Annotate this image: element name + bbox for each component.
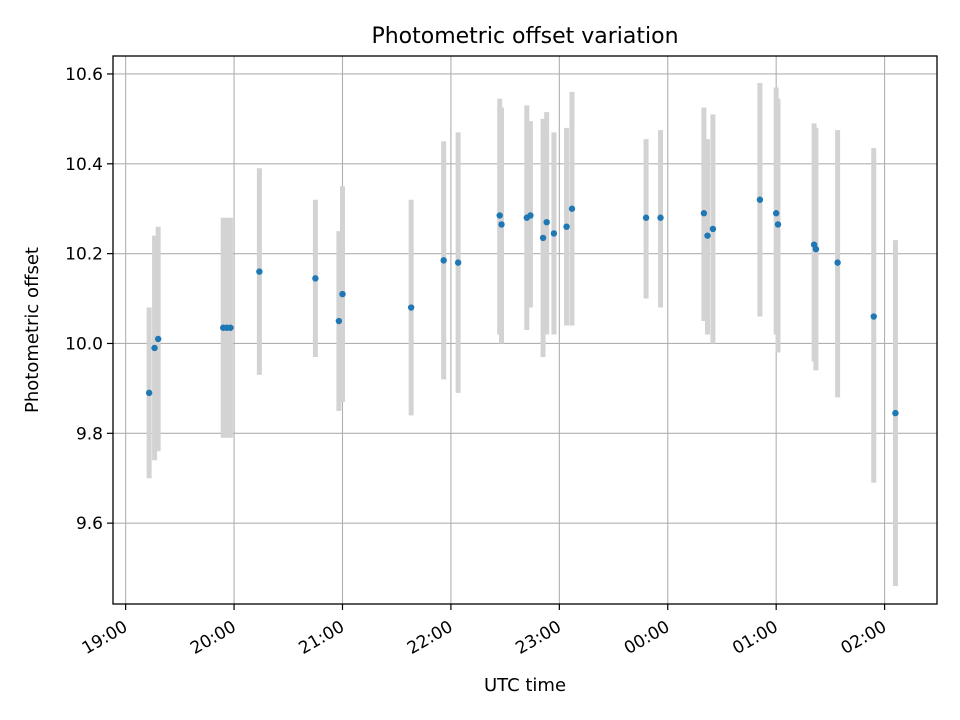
data-point [496, 212, 503, 219]
data-point [145, 389, 153, 397]
chart-title: Photometric offset variation [371, 24, 678, 49]
x-tick-label: 02:00 [838, 617, 890, 659]
y-axis-label: Photometric offset [22, 247, 43, 413]
data-point [563, 223, 570, 230]
y-axis-ticks: 9.6 9.8 10.0 10.2 10.4 10.6 [65, 65, 113, 534]
y-tick-label: 10.6 [65, 65, 103, 85]
data-point [440, 257, 447, 264]
y-tick-label: 9.8 [76, 424, 103, 444]
y-tick-label: 10.0 [65, 334, 103, 354]
data-point [154, 335, 162, 343]
plot-area-frame [112, 55, 938, 605]
data-point [709, 225, 717, 233]
x-tick-label: 22:00 [404, 617, 456, 659]
y-tick-label: 10.2 [65, 245, 103, 265]
data-point [892, 409, 899, 417]
x-tick-label: 20:00 [187, 617, 239, 659]
x-tick-label: 23:00 [512, 617, 564, 659]
data-point [527, 212, 534, 219]
x-axis-ticks: 19:00 20:00 21:00 22:00 23:00 00:00 01:00 02:00 [79, 604, 890, 659]
data-point [700, 210, 708, 217]
data-points [145, 196, 899, 417]
data-point [227, 324, 234, 331]
x-axis-label: UTC time [484, 675, 566, 696]
data-point [704, 232, 711, 239]
data-point [812, 245, 820, 253]
data-point [543, 218, 550, 226]
data-point [407, 304, 415, 311]
data-point [834, 259, 841, 266]
data-point [454, 259, 462, 266]
data-point [539, 234, 547, 242]
data-point [756, 196, 764, 203]
data-point [657, 214, 664, 221]
data-point [312, 275, 319, 282]
data-point [772, 210, 780, 217]
error-bars [146, 82, 898, 587]
data-point [870, 313, 877, 320]
x-tick-label: 21:00 [296, 617, 348, 659]
data-point [151, 344, 158, 352]
x-tick-label: 01:00 [729, 617, 781, 659]
data-point [256, 268, 263, 275]
data-point [550, 230, 558, 237]
data-point [568, 205, 576, 212]
data-point [339, 290, 346, 298]
y-tick-label: 10.4 [65, 155, 103, 175]
data-point [335, 317, 343, 325]
x-tick-label: 00:00 [621, 617, 673, 659]
data-point [642, 214, 650, 221]
data-point [498, 221, 505, 228]
y-tick-label: 9.6 [76, 514, 103, 534]
data-point [774, 221, 782, 228]
x-tick-label: 19:00 [79, 617, 131, 659]
